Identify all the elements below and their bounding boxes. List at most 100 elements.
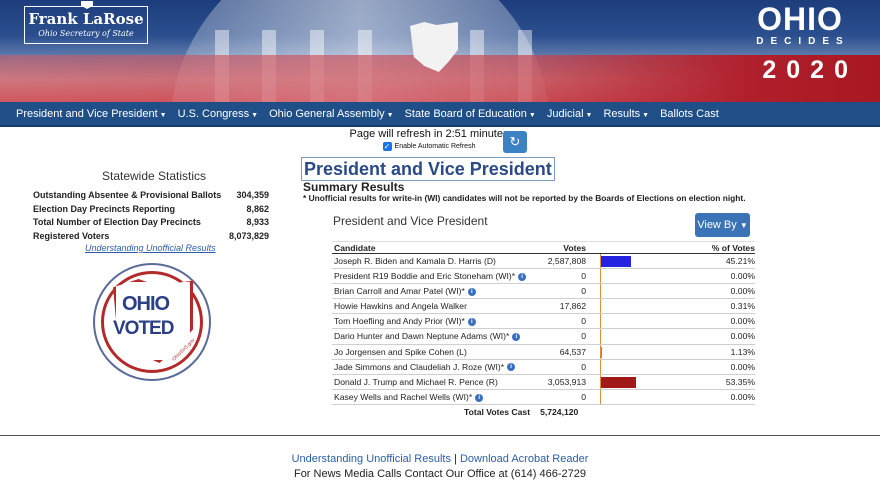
nav-judicial[interactable]: Judicial ▼ <box>547 108 593 120</box>
page-title: President and Vice President <box>301 157 555 181</box>
header-candidate: Candidate <box>334 243 376 253</box>
pct-cell: 53.35% <box>725 376 755 387</box>
candidate-cell: Jo Jorgensen and Spike Cohen (L) <box>332 345 532 359</box>
share-bar-cell <box>600 344 704 359</box>
share-bar-cell <box>600 254 704 269</box>
share-bar-cell <box>600 314 704 329</box>
table-body: Joseph R. Biden and Kamala D. Harris (D)… <box>332 254 755 405</box>
votes-cell: 0 <box>581 286 586 297</box>
nav-president[interactable]: President and Vice President ▼ <box>16 108 167 120</box>
brand-small: DECIDES <box>756 36 850 47</box>
stats-title: Statewide Statistics <box>102 169 207 183</box>
table-row: Joseph R. Biden and Kamala D. Harris (D)… <box>332 254 755 270</box>
caret-down-icon: ▼ <box>159 111 167 119</box>
candidate-cell: Joseph R. Biden and Kamala D. Harris (D) <box>332 254 532 268</box>
stat-label: Outstanding Absentee & Provisional Ballo… <box>33 190 222 200</box>
total-votes: Total Votes Cast 5,724,120 <box>464 407 578 417</box>
caret-down-icon: ▼ <box>642 111 650 119</box>
nav-general-assembly[interactable]: Ohio General Assembly ▼ <box>269 108 394 120</box>
brand-big: OHIO <box>757 1 843 37</box>
votes-cell: 3,053,913 <box>547 376 586 387</box>
nav-label: Results <box>603 107 641 120</box>
stat-value: 304,359 <box>236 190 269 200</box>
nav-ballots-cast[interactable]: Ballots Cast <box>660 108 719 120</box>
footer-links: Understanding Unofficial Results | Downl… <box>0 453 880 465</box>
pct-cell: 1.13% <box>730 346 755 357</box>
nav-label: Ohio General Assembly <box>269 107 385 120</box>
official-title: Ohio Secretary of State <box>38 29 134 38</box>
candidate-cell: Jade Simmons and Claudeliah J. Roze (WI)… <box>332 360 532 374</box>
votes-cell: 2,587,808 <box>547 256 586 266</box>
pct-cell: 0.00% <box>730 316 755 327</box>
votes-cell: 0 <box>581 331 586 342</box>
stat-value: 8,073,829 <box>228 230 269 241</box>
nav-label: State Board of Education <box>404 107 527 120</box>
share-bar-cell <box>600 389 704 404</box>
table-row: Jade Simmons and Claudeliah J. Roze (WI)… <box>332 359 755 375</box>
pct-cell: 0.31% <box>730 301 755 312</box>
footer-separator: | <box>454 453 457 465</box>
refresh-button[interactable]: ↻ <box>503 131 527 153</box>
nav-label: U.S. Congress <box>177 107 250 120</box>
table-row: Donald J. Trump and Michael R. Pence (R)… <box>332 374 755 390</box>
table-header: Candidate Votes % of Votes <box>332 241 755 254</box>
badge-voted-text: VOTED <box>113 318 174 339</box>
ohio-outline-icon <box>81 1 93 9</box>
nav-results[interactable]: Results ▼ <box>603 108 649 120</box>
caret-down-icon: ▼ <box>251 111 259 119</box>
stat-row: Outstanding Absentee & Provisional Ballo… <box>33 189 269 203</box>
stat-row: Total Number of Election Day Precincts 8,… <box>33 216 269 230</box>
info-icon[interactable]: i <box>475 393 484 402</box>
caret-down-icon: ▼ <box>528 111 536 119</box>
auto-refresh-label: Enable Automatic Refresh <box>394 143 476 150</box>
ohio-voted-badge: OHIO VOTED OhioSoS.gov <box>93 263 211 381</box>
header-banner: Frank LaRose Ohio Secretary of State OHI… <box>0 0 880 102</box>
nav-label: Ballots Cast <box>660 107 719 120</box>
info-icon[interactable]: i <box>467 318 476 327</box>
understanding-results-link[interactable]: Understanding Unofficial Results <box>85 243 216 253</box>
election-year: 2020 <box>762 56 858 84</box>
pct-cell: 45.21% <box>725 256 755 266</box>
votes-cell: 0 <box>581 361 586 372</box>
stat-value: 8,862 <box>246 203 269 214</box>
info-icon[interactable]: i <box>518 272 527 281</box>
footer-contact: For News Media Calls Contact Our Office … <box>293 468 587 480</box>
stat-label: Total Number of Election Day Precincts <box>33 217 201 228</box>
votes-cell: 0 <box>581 316 586 327</box>
total-value: 5,724,120 <box>540 407 579 417</box>
nav-label: President and Vice President <box>16 107 158 120</box>
pct-cell: 0.00% <box>730 286 755 297</box>
stat-label: Election Day Precincts Reporting <box>33 203 176 214</box>
share-bar-cell <box>600 299 704 314</box>
pct-cell: 0.00% <box>730 271 755 282</box>
candidate-name: President R19 Boddie and Eric Stoneham (… <box>334 271 516 282</box>
candidate-name: Donald J. Trump and Michael R. Pence (R) <box>334 376 498 387</box>
footer-acrobat-link[interactable]: Download Acrobat Reader <box>459 453 589 465</box>
footer-understanding-link[interactable]: Understanding Unofficial Results <box>291 453 451 465</box>
info-icon[interactable]: i <box>512 333 521 342</box>
info-icon[interactable]: i <box>467 287 476 296</box>
candidate-name: Howie Hawkins and Angela Walker <box>334 301 467 312</box>
candidate-cell: Dario Hunter and Dawn Neptune Adams (WI)… <box>332 329 532 343</box>
table-row: Kasey Wells and Rachel Wells (WI)* i 0 0.00… <box>332 389 755 405</box>
nav-label: Judicial <box>546 107 584 120</box>
stat-row: Election Day Precincts Reporting 8,862 <box>33 203 269 217</box>
main-nav: President and Vice President ▼ U.S. Congr… <box>0 102 880 127</box>
header-votes: Votes <box>563 243 586 253</box>
share-bar-cell <box>600 284 704 299</box>
view-by-button[interactable]: View By ▼ <box>695 213 750 237</box>
share-bar <box>601 346 602 358</box>
summary-heading: Summary Results <box>303 180 405 194</box>
secretary-logo[interactable]: Frank LaRose Ohio Secretary of State <box>24 1 148 44</box>
candidate-cell: President R19 Boddie and Eric Stoneham (… <box>332 269 532 283</box>
auto-refresh-toggle[interactable]: ✓ Enable Automatic Refresh <box>349 142 509 151</box>
info-icon[interactable]: i <box>507 363 516 372</box>
stat-row: Registered Voters 8,073,829 <box>33 230 269 244</box>
nav-us-congress[interactable]: U.S. Congress ▼ <box>178 108 258 120</box>
nav-board-of-education[interactable]: State Board of Education ▼ <box>405 108 536 120</box>
table-row: Jo Jorgensen and Spike Cohen (L) 64,537 1.… <box>332 344 755 360</box>
checkbox-checked-icon[interactable]: ✓ <box>382 142 392 151</box>
table-row: President R19 Boddie and Eric Stoneham (… <box>332 269 755 285</box>
write-in-note: * Unofficial results for write-in (WI) c… <box>303 193 746 203</box>
share-bar-cell <box>600 329 704 344</box>
